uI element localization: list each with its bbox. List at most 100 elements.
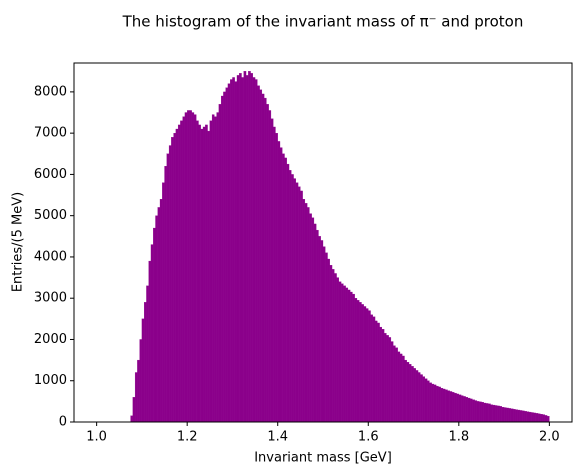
bar [268,110,272,423]
bar [225,87,229,423]
bar [361,304,364,423]
bar [132,397,136,423]
bar [250,73,253,423]
bar [295,182,299,423]
bar [166,153,170,423]
bar [257,85,260,423]
bar [304,203,308,423]
bar [164,166,167,423]
bar [474,400,478,423]
bar [497,405,500,423]
bar [282,153,285,423]
bar [397,351,401,423]
bar [456,393,459,423]
bar [331,269,335,423]
bar [234,81,238,423]
bar [291,174,294,423]
bar [277,141,281,423]
bar [214,116,217,423]
bar [239,73,242,423]
bar [316,229,319,423]
bar [275,132,278,423]
bar [363,306,367,423]
y-tick-label: 5000 [34,208,67,223]
bar [232,77,235,423]
bar [510,408,514,423]
bar [184,112,188,423]
bar [404,359,407,423]
bar [426,380,430,423]
bar [216,112,220,423]
y-tick-label: 6000 [34,167,67,182]
y-tick-label: 0 [59,415,67,430]
bar [506,407,509,423]
bar [472,399,475,423]
y-tick-label: 3000 [34,291,67,306]
bar [402,355,405,423]
bar [191,112,195,423]
bar [415,370,419,423]
bar [173,132,177,423]
bar [227,83,231,423]
bar [544,415,548,423]
bar [449,391,453,423]
bar [263,97,267,423]
bar [336,277,339,423]
bar [411,366,414,423]
bar [205,124,208,423]
bar [422,376,426,423]
bar [150,244,154,423]
bar [356,300,360,423]
bar [200,128,204,423]
bar [483,402,487,423]
bar [297,186,301,423]
bar [300,190,303,423]
bar [429,382,432,423]
bar [368,310,371,423]
bar [218,104,222,423]
bar [467,397,471,423]
bar [494,405,498,423]
bar [469,398,473,423]
bar [182,116,186,423]
x-tick-label: 1.6 [358,430,379,445]
bar [338,281,342,423]
bar [476,401,480,423]
bar [302,199,306,423]
y-tick-label: 1000 [34,373,67,388]
bar [261,93,265,423]
bar [230,79,233,423]
bar [307,207,310,423]
bar [463,396,466,423]
bar [481,402,484,423]
bar [365,308,369,423]
bar [512,409,516,423]
bar [352,293,355,423]
bar [243,71,247,423]
bar [517,409,521,423]
y-tick-label: 7000 [34,126,67,141]
bar [198,124,201,423]
bar [488,403,491,423]
y-tick-label: 8000 [34,84,67,99]
bar [524,411,527,423]
bar [377,322,380,423]
bar [479,401,482,423]
bar [420,374,423,423]
bar [447,390,450,423]
bar [177,124,181,423]
bar [223,91,226,423]
bar [134,372,138,423]
bar [329,265,333,423]
bar [175,128,179,423]
bar [347,289,351,423]
bar [531,412,534,423]
bar [451,392,455,423]
bar [454,392,457,423]
bar [266,104,269,423]
bar [259,89,263,423]
bar [508,408,512,423]
bar [413,368,416,423]
